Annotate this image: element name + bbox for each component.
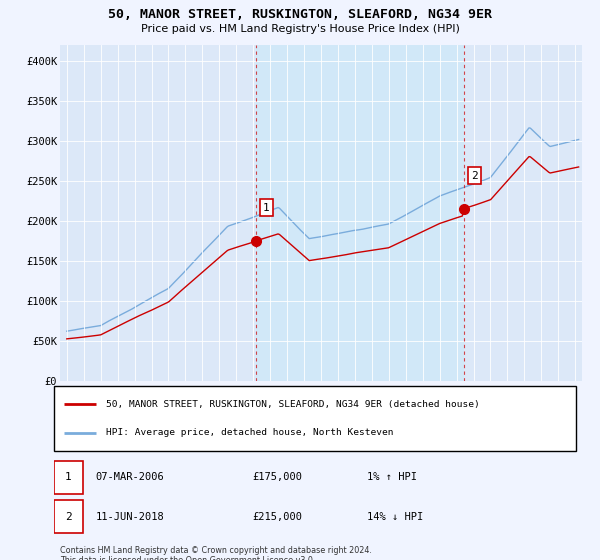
Text: £175,000: £175,000 bbox=[253, 473, 302, 482]
Text: 50, MANOR STREET, RUSKINGTON, SLEAFORD, NG34 9ER (detached house): 50, MANOR STREET, RUSKINGTON, SLEAFORD, … bbox=[106, 400, 480, 409]
Text: HPI: Average price, detached house, North Kesteven: HPI: Average price, detached house, Nort… bbox=[106, 428, 394, 437]
Text: Contains HM Land Registry data © Crown copyright and database right 2024.
This d: Contains HM Land Registry data © Crown c… bbox=[60, 546, 372, 560]
Text: Price paid vs. HM Land Registry's House Price Index (HPI): Price paid vs. HM Land Registry's House … bbox=[140, 24, 460, 34]
Text: 1: 1 bbox=[263, 203, 270, 213]
Text: £215,000: £215,000 bbox=[253, 512, 302, 521]
FancyBboxPatch shape bbox=[54, 500, 83, 533]
Text: 2: 2 bbox=[471, 171, 478, 181]
Text: 14% ↓ HPI: 14% ↓ HPI bbox=[367, 512, 424, 521]
Text: 07-MAR-2006: 07-MAR-2006 bbox=[96, 473, 164, 482]
Text: 2: 2 bbox=[65, 512, 72, 521]
FancyBboxPatch shape bbox=[54, 461, 83, 494]
Bar bbox=[256, 45, 464, 381]
Text: 11-JUN-2018: 11-JUN-2018 bbox=[96, 512, 164, 521]
Text: 1: 1 bbox=[65, 473, 72, 482]
Text: 50, MANOR STREET, RUSKINGTON, SLEAFORD, NG34 9ER: 50, MANOR STREET, RUSKINGTON, SLEAFORD, … bbox=[108, 8, 492, 21]
FancyBboxPatch shape bbox=[54, 386, 576, 451]
Text: 1% ↑ HPI: 1% ↑ HPI bbox=[367, 473, 417, 482]
